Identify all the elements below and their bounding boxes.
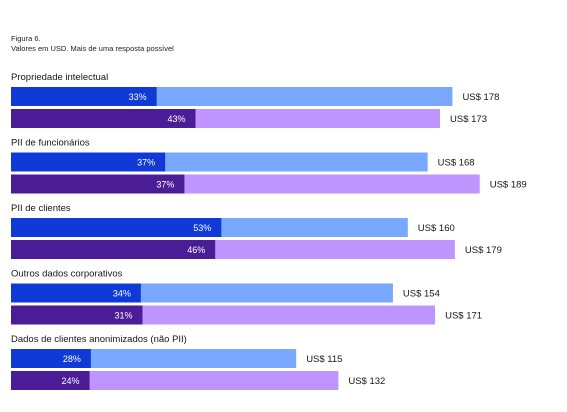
bar-share xyxy=(11,109,196,128)
figure-header: Figura 6. Valores em USD. Mais de uma re… xyxy=(11,34,174,54)
value-label: US$ 132 xyxy=(348,376,385,387)
category-label: PII de clientes xyxy=(11,203,71,214)
percent-label: 28% xyxy=(63,354,81,364)
value-label: US$ 160 xyxy=(418,223,455,234)
percent-label: 37% xyxy=(137,158,155,168)
bar-total xyxy=(11,371,339,390)
bar-share xyxy=(11,218,222,237)
bar-share xyxy=(11,349,91,368)
value-label: US$ 171 xyxy=(445,311,482,322)
value-label: US$ 173 xyxy=(450,114,487,125)
bar-share xyxy=(11,152,166,172)
bar-share xyxy=(11,371,90,390)
figure-subtitle: Valores em USD. Mais de uma resposta pos… xyxy=(11,44,174,53)
bar-share xyxy=(11,283,141,303)
percent-label: 31% xyxy=(114,311,132,321)
category-label: PII de funcionários xyxy=(11,138,90,149)
category-label: Outros dados corporativos xyxy=(11,269,123,280)
bar-share xyxy=(11,240,216,259)
percent-label: 43% xyxy=(167,114,185,124)
bar-share xyxy=(11,305,143,325)
percent-label: 46% xyxy=(187,245,205,255)
value-label: US$ 168 xyxy=(438,158,475,169)
percent-label: 53% xyxy=(193,223,211,233)
figure-number: Figura 6. xyxy=(11,34,41,43)
percent-label: 24% xyxy=(62,376,80,386)
category-label: Dados de clientes anonimizados (não PII) xyxy=(11,334,187,345)
percent-label: 37% xyxy=(156,180,174,190)
percent-label: 34% xyxy=(113,289,131,299)
category-label: Propriedade intelectual xyxy=(11,72,108,83)
value-label: US$ 179 xyxy=(465,245,502,256)
bar-share xyxy=(11,87,157,106)
bar-share xyxy=(11,174,185,194)
value-label: US$ 154 xyxy=(403,289,440,300)
value-label: US$ 178 xyxy=(462,92,499,103)
value-label: US$ 115 xyxy=(306,354,342,365)
value-label: US$ 189 xyxy=(490,180,527,191)
percent-label: 33% xyxy=(129,92,147,102)
